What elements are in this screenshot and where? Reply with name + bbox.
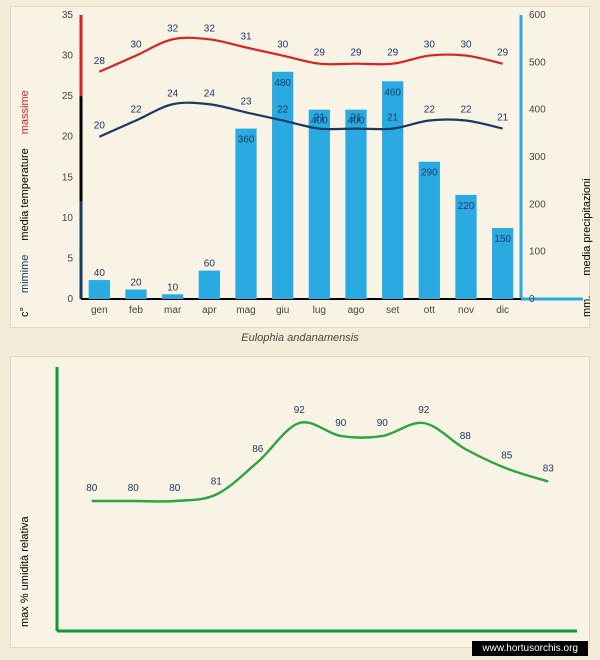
svg-text:29: 29 [497,48,509,59]
svg-text:35: 35 [62,10,74,21]
svg-text:31: 31 [240,31,252,42]
svg-text:ott: ott [424,305,435,316]
right-axis-label: mm.media precipitazioni [581,178,593,317]
svg-text:40: 40 [94,268,106,279]
svg-text:92: 92 [418,405,430,416]
svg-text:20: 20 [130,278,142,289]
svg-text:0: 0 [67,294,73,305]
svg-text:80: 80 [169,483,181,494]
svg-text:30: 30 [130,40,142,51]
svg-text:20: 20 [62,132,74,143]
svg-text:80: 80 [86,483,98,494]
svg-text:ago: ago [348,305,365,316]
svg-text:90: 90 [335,418,347,429]
svg-text:21: 21 [387,113,399,124]
svg-text:5: 5 [67,253,73,264]
left-axis-label: max % umidità relativa [19,516,31,627]
precip-bar [235,129,256,299]
svg-text:28: 28 [94,56,106,67]
svg-text:81: 81 [211,477,223,488]
svg-text:dic: dic [496,305,509,316]
svg-text:lug: lug [313,305,326,316]
species-caption: Eulophia andanamensis [0,332,600,344]
svg-text:300: 300 [529,152,546,163]
svg-text:22: 22 [460,104,472,115]
svg-text:460: 460 [384,87,401,98]
svg-text:gen: gen [91,305,108,316]
svg-text:0: 0 [529,294,535,305]
svg-text:88: 88 [460,431,472,442]
svg-text:24: 24 [204,88,216,99]
svg-text:21: 21 [314,113,326,124]
svg-text:feb: feb [129,305,143,316]
svg-text:apr: apr [202,305,217,316]
svg-text:29: 29 [350,48,362,59]
precip-bar [419,162,440,299]
humidity-line [92,422,549,501]
svg-text:30: 30 [424,40,436,51]
svg-text:86: 86 [252,444,264,455]
svg-text:220: 220 [458,201,475,212]
svg-text:30: 30 [460,40,472,51]
svg-text:mar: mar [164,305,182,316]
svg-text:480: 480 [274,78,291,89]
precip-bar [199,271,220,299]
svg-text:90: 90 [377,418,389,429]
svg-text:200: 200 [529,199,546,210]
svg-text:150: 150 [494,234,511,245]
svg-text:32: 32 [167,23,179,34]
svg-text:24: 24 [167,88,179,99]
svg-text:600: 600 [529,10,546,21]
svg-text:23: 23 [240,96,252,107]
svg-text:10: 10 [167,282,179,293]
svg-text:80: 80 [128,483,140,494]
svg-text:100: 100 [529,247,546,258]
svg-text:92: 92 [294,405,306,416]
svg-text:500: 500 [529,57,546,68]
svg-text:22: 22 [130,104,142,115]
svg-text:25: 25 [62,91,74,102]
precip-bar [125,290,146,299]
svg-text:400: 400 [529,105,546,116]
svg-text:290: 290 [421,168,438,179]
precip-bar [162,294,183,299]
temp-max-line [99,38,502,72]
svg-text:21: 21 [497,113,509,124]
precip-bar [345,110,366,299]
credit-badge: www.hortusorchis.org [472,641,588,656]
svg-text:32: 32 [204,23,216,34]
precip-bar [309,110,330,299]
svg-text:giu: giu [276,305,289,316]
svg-text:mag: mag [236,305,255,316]
svg-text:set: set [386,305,400,316]
svg-text:22: 22 [277,104,289,115]
svg-text:83: 83 [543,464,555,475]
svg-text:10: 10 [62,213,74,224]
temp-min-line [99,103,502,137]
svg-text:30: 30 [62,51,74,62]
svg-text:15: 15 [62,172,74,183]
svg-text:22: 22 [424,104,436,115]
left-axis-label: c°mimimemedia temperaturemassime [19,90,31,317]
svg-text:60: 60 [204,259,216,270]
precip-bar [89,280,110,299]
svg-text:20: 20 [94,121,106,132]
svg-text:360: 360 [238,135,255,146]
svg-text:29: 29 [387,48,399,59]
svg-text:29: 29 [314,48,326,59]
svg-text:nov: nov [458,305,474,316]
svg-text:85: 85 [501,451,513,462]
svg-text:21: 21 [350,113,362,124]
svg-text:30: 30 [277,40,289,51]
